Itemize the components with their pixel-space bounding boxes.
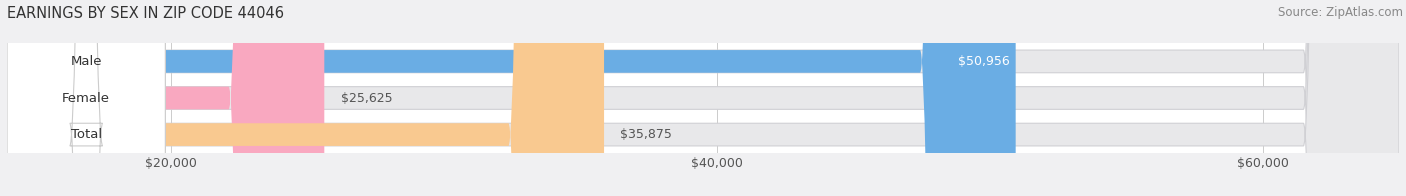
FancyBboxPatch shape bbox=[7, 0, 166, 196]
Text: Female: Female bbox=[62, 92, 110, 104]
FancyBboxPatch shape bbox=[7, 0, 1399, 196]
FancyBboxPatch shape bbox=[7, 0, 605, 196]
Text: EARNINGS BY SEX IN ZIP CODE 44046: EARNINGS BY SEX IN ZIP CODE 44046 bbox=[7, 6, 284, 21]
Text: $25,625: $25,625 bbox=[340, 92, 392, 104]
FancyBboxPatch shape bbox=[7, 0, 325, 196]
FancyBboxPatch shape bbox=[7, 0, 1399, 196]
FancyBboxPatch shape bbox=[7, 0, 1399, 196]
Text: Total: Total bbox=[70, 128, 101, 141]
Text: $50,956: $50,956 bbox=[959, 55, 1010, 68]
FancyBboxPatch shape bbox=[7, 0, 166, 196]
Text: Male: Male bbox=[70, 55, 101, 68]
FancyBboxPatch shape bbox=[7, 0, 166, 196]
Text: Source: ZipAtlas.com: Source: ZipAtlas.com bbox=[1278, 6, 1403, 19]
FancyBboxPatch shape bbox=[7, 0, 1015, 196]
Text: $35,875: $35,875 bbox=[620, 128, 672, 141]
